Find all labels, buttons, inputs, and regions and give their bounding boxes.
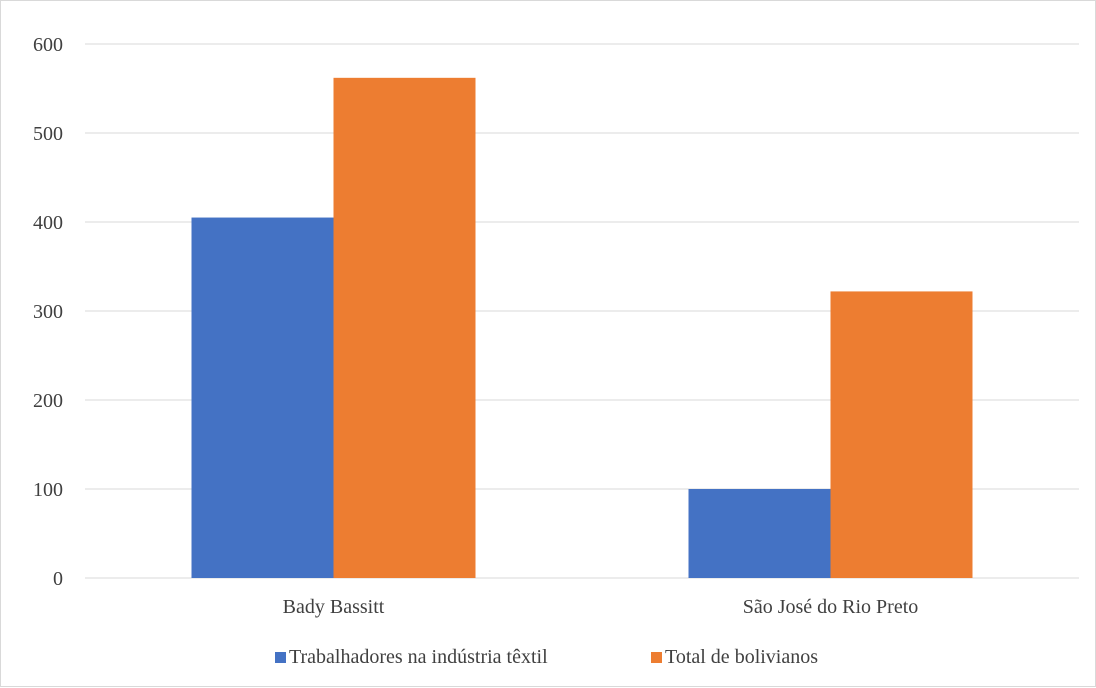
- y-tick-label: 100: [33, 479, 63, 501]
- y-tick-label: 600: [33, 34, 63, 56]
- legend-label: Total de bolivianos: [665, 646, 818, 668]
- legend-swatch: [275, 652, 286, 663]
- y-tick-label: 400: [33, 212, 63, 234]
- x-category-label: Bady Bassitt: [283, 596, 385, 618]
- y-tick-label: 500: [33, 123, 63, 145]
- x-category-label: São José do Rio Preto: [743, 596, 919, 618]
- legend-label: Trabalhadores na indústria têxtil: [289, 646, 548, 668]
- legend-swatch: [651, 652, 662, 663]
- y-tick-label: 200: [33, 390, 63, 412]
- bar-total-bolivianos: [333, 77, 476, 578]
- bar-total-bolivianos: [830, 291, 973, 578]
- bar-trabalhadores: [688, 489, 831, 578]
- y-tick-label: 0: [53, 568, 63, 590]
- y-tick-label: 300: [33, 301, 63, 323]
- bar-trabalhadores: [191, 217, 334, 579]
